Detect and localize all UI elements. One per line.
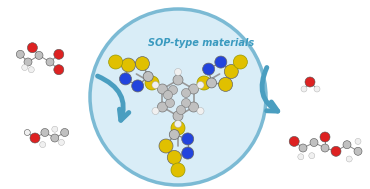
Circle shape bbox=[301, 86, 307, 92]
Circle shape bbox=[299, 144, 307, 152]
Circle shape bbox=[314, 86, 320, 92]
Circle shape bbox=[61, 129, 69, 136]
Circle shape bbox=[203, 63, 215, 75]
Circle shape bbox=[24, 129, 30, 136]
Circle shape bbox=[173, 111, 183, 121]
Circle shape bbox=[182, 133, 194, 145]
Circle shape bbox=[152, 81, 159, 88]
Circle shape bbox=[321, 144, 329, 152]
Circle shape bbox=[197, 108, 204, 115]
Circle shape bbox=[167, 150, 181, 164]
Circle shape bbox=[120, 73, 131, 85]
FancyArrowPatch shape bbox=[98, 76, 129, 120]
Circle shape bbox=[143, 71, 153, 81]
Circle shape bbox=[173, 75, 183, 85]
Circle shape bbox=[157, 84, 167, 94]
Circle shape bbox=[175, 68, 182, 75]
Circle shape bbox=[54, 65, 64, 75]
Circle shape bbox=[233, 55, 248, 69]
Circle shape bbox=[224, 64, 238, 78]
Ellipse shape bbox=[90, 9, 266, 185]
Circle shape bbox=[121, 58, 135, 72]
Circle shape bbox=[197, 81, 204, 88]
Circle shape bbox=[52, 126, 58, 132]
Circle shape bbox=[310, 139, 318, 146]
Circle shape bbox=[168, 85, 178, 94]
Text: SOP-type materials: SOP-type materials bbox=[148, 38, 254, 48]
Circle shape bbox=[219, 77, 233, 91]
Circle shape bbox=[215, 56, 227, 68]
Circle shape bbox=[189, 84, 199, 94]
Circle shape bbox=[346, 156, 352, 162]
Circle shape bbox=[175, 121, 182, 128]
Circle shape bbox=[152, 108, 159, 115]
Circle shape bbox=[176, 105, 185, 115]
Circle shape bbox=[206, 78, 216, 88]
Circle shape bbox=[182, 88, 191, 98]
Circle shape bbox=[189, 102, 199, 112]
FancyArrowPatch shape bbox=[262, 67, 278, 111]
Circle shape bbox=[171, 121, 185, 135]
Circle shape bbox=[58, 139, 64, 145]
Circle shape bbox=[24, 58, 32, 66]
Circle shape bbox=[197, 76, 211, 90]
Circle shape bbox=[135, 57, 149, 71]
Circle shape bbox=[171, 163, 185, 177]
Circle shape bbox=[165, 98, 175, 108]
Circle shape bbox=[35, 51, 43, 59]
Circle shape bbox=[54, 49, 64, 59]
Circle shape bbox=[132, 80, 144, 92]
Circle shape bbox=[182, 98, 191, 108]
Circle shape bbox=[355, 138, 361, 144]
Circle shape bbox=[41, 129, 49, 136]
Circle shape bbox=[331, 146, 341, 156]
Circle shape bbox=[320, 132, 330, 142]
Circle shape bbox=[27, 43, 37, 53]
Circle shape bbox=[46, 58, 54, 66]
Circle shape bbox=[159, 139, 173, 153]
Circle shape bbox=[169, 130, 179, 140]
Circle shape bbox=[309, 153, 315, 159]
Circle shape bbox=[164, 91, 172, 99]
Circle shape bbox=[157, 102, 167, 112]
Circle shape bbox=[145, 76, 159, 90]
Circle shape bbox=[109, 55, 122, 69]
Circle shape bbox=[40, 142, 46, 148]
Circle shape bbox=[305, 77, 315, 87]
Circle shape bbox=[289, 136, 299, 146]
Circle shape bbox=[22, 64, 28, 70]
Circle shape bbox=[298, 154, 304, 160]
Circle shape bbox=[182, 147, 194, 159]
Circle shape bbox=[16, 50, 24, 58]
Circle shape bbox=[51, 134, 59, 142]
Circle shape bbox=[30, 133, 40, 143]
Circle shape bbox=[28, 67, 34, 73]
Circle shape bbox=[354, 147, 362, 155]
Circle shape bbox=[343, 141, 351, 149]
